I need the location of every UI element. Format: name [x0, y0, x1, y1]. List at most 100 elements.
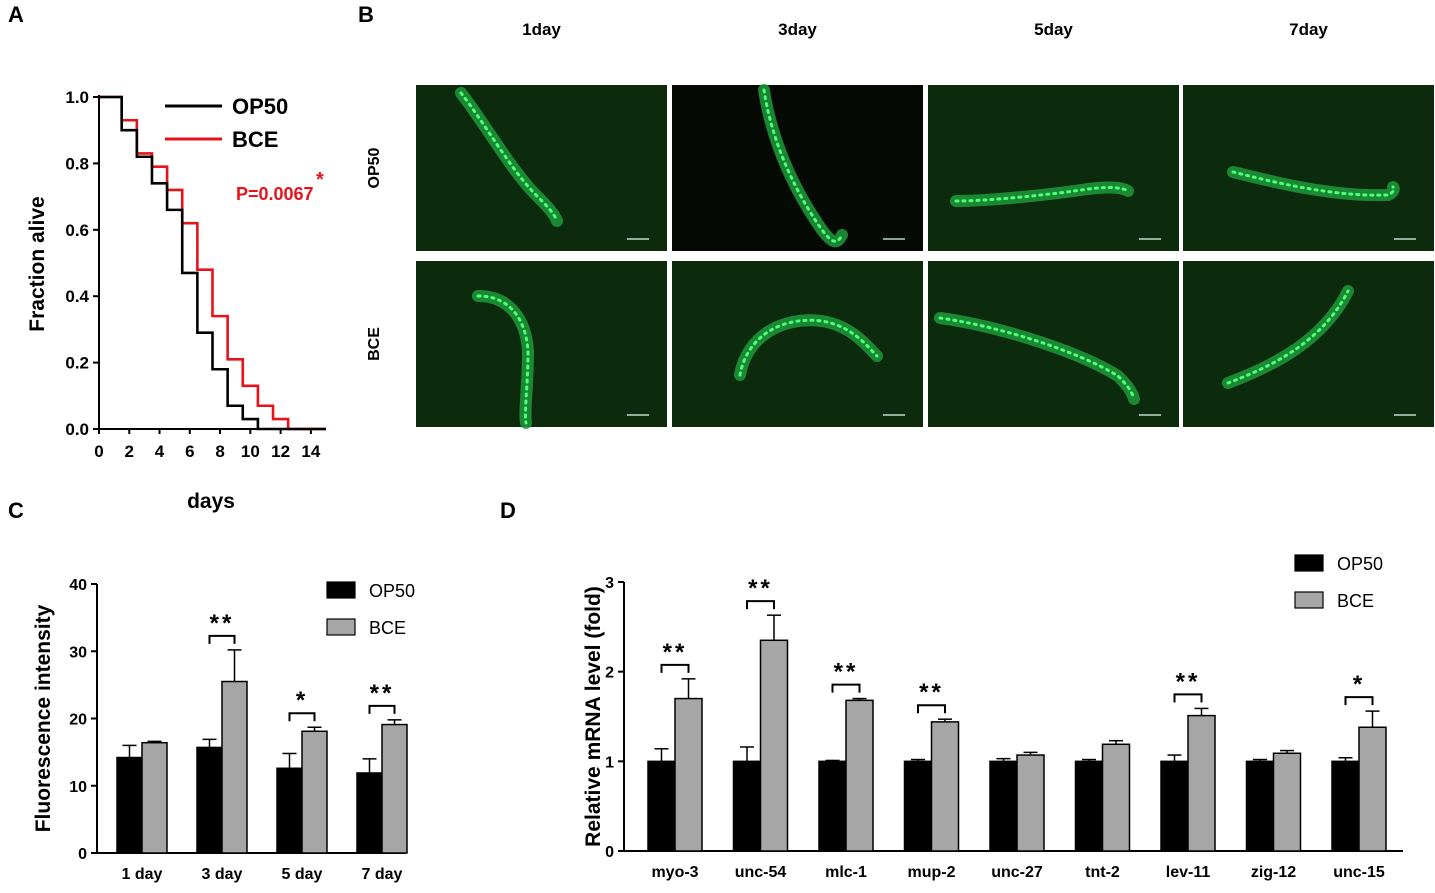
y-axis-title: Fraction alive	[26, 196, 49, 331]
significance-bracket	[1173, 693, 1203, 703]
y-tick-label: 10	[69, 779, 87, 796]
panel-label-a: A	[8, 2, 24, 27]
bar-bce	[301, 730, 328, 854]
y-tick-label: 0.6	[65, 221, 89, 240]
bar-bce	[1272, 752, 1302, 852]
column-header: 5day	[1034, 20, 1073, 39]
panel-label-c: C	[8, 498, 24, 523]
legend-swatch-op50	[326, 581, 356, 599]
significance-star: *	[316, 169, 324, 191]
x-tick-label: 3 day	[202, 866, 243, 883]
y-tick-label: 3	[605, 575, 614, 592]
column-header: 1day	[522, 20, 561, 39]
microscopy-background	[1183, 85, 1434, 251]
y-tick-label: 0	[605, 844, 614, 861]
bar-bce	[1358, 726, 1387, 852]
significance-bracket	[208, 634, 236, 644]
legend-swatch-op50	[1294, 554, 1324, 572]
legend-swatch-bce	[1294, 591, 1324, 609]
bar-op50	[116, 756, 143, 854]
significance-marker: **	[748, 575, 773, 602]
y-tick-label: 1.0	[65, 88, 89, 107]
x-tick-label: 0	[94, 442, 103, 461]
legend-label-op50: OP50	[369, 581, 415, 601]
significance-marker: **	[370, 680, 395, 707]
significance-bracket	[368, 704, 396, 714]
significance-marker: **	[210, 610, 235, 637]
x-tick-label: 2	[125, 442, 134, 461]
bar-bce	[221, 680, 248, 854]
microscopy-image	[416, 85, 667, 251]
significance-marker: **	[1176, 668, 1201, 695]
worm-muscle-signal	[938, 316, 1136, 401]
microscopy-background	[672, 85, 923, 251]
microscopy-background	[416, 85, 667, 251]
x-tick-label: 1 day	[122, 866, 163, 883]
worm-muscle-signal	[762, 88, 844, 243]
y-tick-label: 0.4	[65, 287, 89, 306]
y-tick-label: 2	[605, 665, 614, 682]
significance-bracket	[288, 712, 316, 722]
worm-muscle-signal	[738, 318, 879, 377]
legend-label-bce: BCE	[232, 127, 278, 152]
legend-label-bce: BCE	[369, 618, 406, 638]
microscopy-image	[928, 261, 1179, 427]
bar-op50	[1074, 760, 1104, 852]
x-tick-label: unc-54	[735, 864, 787, 881]
bar-op50	[732, 760, 762, 852]
significance-bracket	[660, 663, 690, 673]
bar-bce	[1101, 743, 1131, 852]
significance-marker: **	[663, 639, 688, 666]
panel-a-survival-chart: 0.0 0.2 0.4 0.6 0.8 1.0 0 2 4 6 8 10 12 14 days Fractio…	[26, 88, 326, 513]
legend-swatch-bce	[326, 618, 356, 636]
legend-label-op50: OP50	[1337, 554, 1383, 574]
significance-marker: *	[296, 687, 308, 714]
microscopy-background	[672, 261, 923, 427]
bar-op50	[1160, 760, 1189, 852]
significance-bracket	[917, 704, 946, 714]
x-tick-label: 14	[301, 442, 320, 461]
x-axis-title: days	[187, 490, 235, 513]
bar-bce	[930, 721, 960, 852]
microscopy-image	[1183, 261, 1434, 427]
x-tick-label: unc-27	[991, 864, 1043, 881]
y-tick-label: 0.0	[65, 420, 89, 439]
legend-label-op50: OP50	[232, 94, 288, 119]
y-tick-label: 20	[69, 712, 87, 729]
panel-label-d: D	[500, 498, 516, 523]
bar-op50	[1331, 760, 1360, 852]
y-tick-label: 1	[605, 754, 614, 771]
bar-bce	[381, 723, 408, 854]
y-axis-title: Fluorescence intensity	[32, 604, 55, 832]
y-tick-label: 0.2	[65, 354, 89, 373]
worm-muscle-signal	[459, 91, 559, 223]
microscopy-image	[672, 261, 923, 427]
worm-muscle-signal	[476, 294, 530, 425]
bar-bce	[845, 699, 874, 852]
x-tick-label: 6	[185, 442, 194, 461]
x-tick-label: 7 day	[362, 866, 403, 883]
p-value-annotation: P=0.0067	[236, 184, 314, 204]
row-header: OP50	[366, 147, 383, 188]
bar-op50	[356, 772, 383, 854]
bar-bce	[1016, 754, 1045, 852]
panel-b-microscopy-grid: 1day 3day 5day 7day OP50 BCE	[366, 20, 1434, 429]
significance-bracket	[746, 600, 775, 610]
microscopy-image	[928, 85, 1179, 251]
column-header: 7day	[1289, 20, 1328, 39]
x-tick-label: 12	[271, 442, 290, 461]
series-line-op50	[99, 95, 326, 431]
bar-op50	[647, 760, 676, 852]
x-tick-label: unc-15	[1333, 864, 1385, 881]
x-tick-label: myo-3	[651, 864, 698, 881]
significance-bracket	[831, 683, 861, 693]
bar-op50	[196, 746, 223, 854]
microscopy-image	[672, 84, 923, 251]
x-tick-label: 5 day	[282, 866, 323, 883]
bar-op50	[1245, 760, 1275, 852]
bar-bce	[141, 741, 168, 854]
x-tick-label: tnt-2	[1085, 864, 1120, 881]
bar-op50	[818, 760, 847, 852]
y-tick-label: 30	[69, 644, 87, 661]
